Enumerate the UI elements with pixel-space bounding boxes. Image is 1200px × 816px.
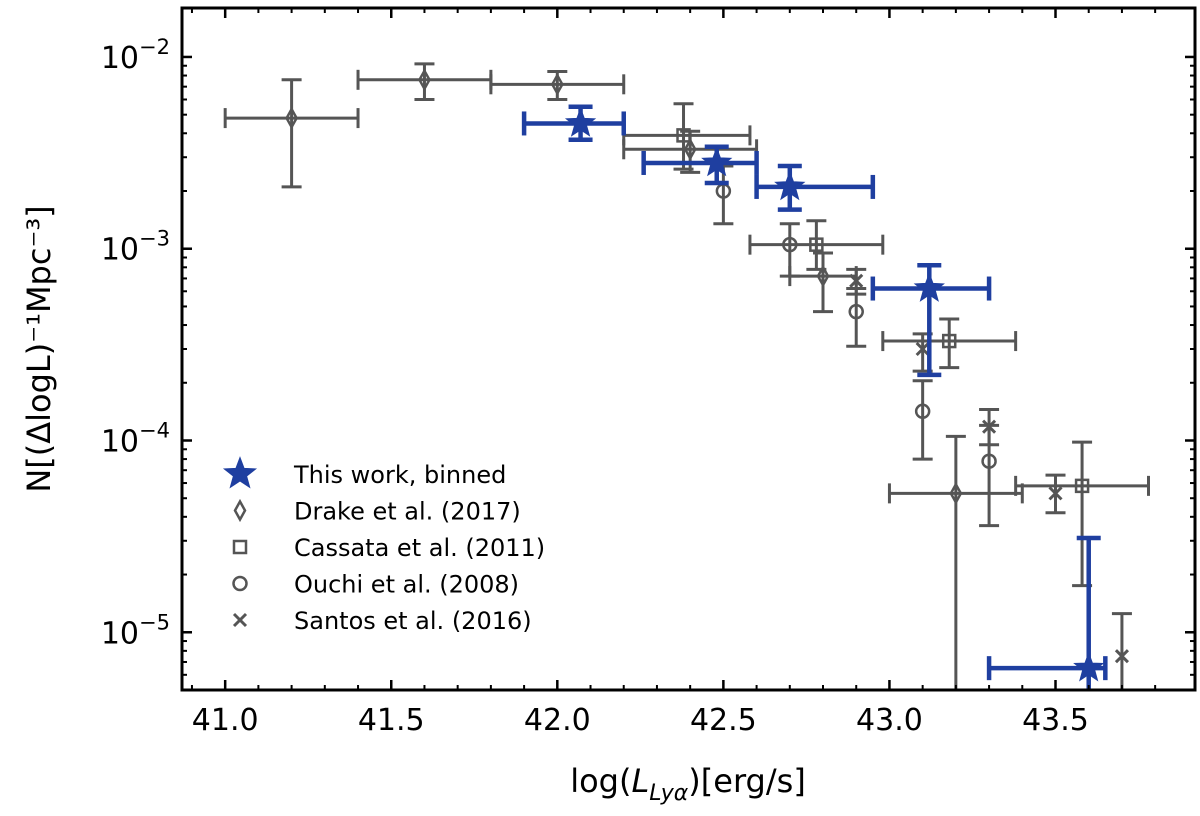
y-tick-label: 10−2 (101, 35, 170, 76)
legend-item-4: Santos et al. (2016) (232, 607, 532, 635)
marker (782, 236, 798, 253)
marker (982, 419, 997, 434)
x-tick-label: 41.5 (358, 703, 425, 738)
marker (1114, 649, 1129, 664)
legend-label: Drake et al. (2017) (294, 498, 521, 526)
marker (809, 237, 824, 252)
series-0-point-1 (641, 144, 759, 186)
x-tick-labels: 41.0 41.5 42.0 42.5 43.0 43.5 (192, 703, 1089, 738)
legend-label: Ouchi et al. (2008) (294, 571, 519, 599)
series-4-point-0 (846, 267, 867, 296)
series-2-point-1 (748, 219, 885, 271)
series-1-point-2 (489, 69, 626, 101)
series-1-point-0 (223, 78, 360, 189)
marker (949, 481, 963, 505)
marker (914, 403, 931, 420)
legend: This work, binned Drake et al. (2017) Cass… (222, 456, 545, 635)
y-axis-label: N[(ΔlogL)⁻¹Mpc⁻³] (20, 205, 58, 492)
legend-marker (233, 498, 247, 523)
series-4-point-2 (979, 408, 1000, 447)
marker (1074, 478, 1090, 494)
series-2-point-2 (881, 317, 1018, 370)
legend-item-3: Ouchi et al. (2008) (232, 571, 519, 599)
series-0 (521, 104, 1108, 690)
marker (1073, 651, 1105, 682)
series-4-point-3 (1045, 473, 1066, 515)
series-1 (223, 62, 1024, 690)
legend-marker (232, 612, 248, 628)
series-3-point-1 (779, 222, 800, 278)
marker (848, 303, 864, 320)
marker (683, 137, 697, 161)
marker (816, 264, 830, 288)
marker (913, 272, 945, 302)
marker (915, 341, 930, 357)
series-1-point-1 (356, 62, 493, 101)
legend-marker (232, 575, 248, 592)
series-3-point-2 (846, 287, 867, 348)
marker (676, 128, 691, 143)
legend-label: Santos et al. (2016) (294, 607, 532, 635)
series-3 (713, 164, 1000, 528)
legend-marker (222, 456, 258, 489)
x-axis-label: log(LLyα)[erg/s] (570, 762, 806, 806)
series-4-point-1 (912, 332, 933, 373)
marker (774, 170, 806, 201)
y-tick-label: 10−4 (101, 418, 170, 459)
series-0-point-2 (754, 163, 876, 212)
series-1-point-5 (887, 434, 1024, 690)
marker (550, 72, 564, 96)
series-3-point-3 (912, 379, 933, 461)
series-2-point-3 (1014, 440, 1151, 588)
legend-marker (232, 539, 248, 555)
series-4 (846, 267, 1132, 690)
series-0-point-0 (521, 104, 626, 143)
x-tick-label: 43.5 (1022, 703, 1089, 738)
marker (418, 68, 431, 92)
axis-ticks (182, 8, 1195, 690)
series-2 (622, 102, 1151, 588)
marker (941, 333, 957, 349)
x-tick-label: 43.0 (856, 703, 923, 738)
marker (564, 107, 597, 137)
legend-label: This work, binned (293, 461, 506, 489)
marker (701, 146, 733, 177)
series-0-point-3 (870, 263, 992, 378)
legend-item-0: This work, binned (222, 456, 506, 489)
x-tick-label: 41.0 (192, 703, 259, 738)
y-tick-labels: 10−5 10−4 10−3 10−2 (101, 35, 170, 651)
legend-label: Cassata et al. (2011) (294, 534, 545, 562)
legend-item-1: Drake et al. (2017) (233, 498, 521, 526)
series-4-point-4 (1111, 612, 1132, 690)
data-marks (223, 62, 1151, 690)
series-0-point-4 (986, 535, 1108, 690)
y-tick-label: 10−3 (101, 227, 170, 268)
x-tick-label: 42.5 (690, 703, 757, 738)
marker (285, 106, 299, 130)
marker (981, 453, 997, 469)
legend-item-2: Cassata et al. (2011) (232, 534, 545, 562)
marker (849, 273, 864, 288)
x-tick-label: 42.0 (524, 703, 591, 738)
y-tick-label: 10−5 (101, 610, 170, 651)
series-1-point-4 (788, 251, 858, 314)
marker (1048, 486, 1063, 501)
